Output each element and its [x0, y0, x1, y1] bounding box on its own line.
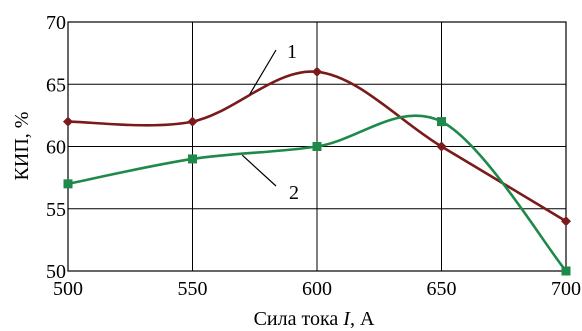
y-tick-label: 55 [46, 199, 66, 221]
data-point [437, 117, 446, 127]
y-tick-label: 60 [46, 137, 66, 159]
data-point [188, 154, 197, 164]
callout-label-2: 2 [289, 182, 299, 204]
callout-leader-1 [249, 49, 277, 95]
data-point [187, 116, 198, 127]
series-2 [63, 114, 571, 276]
x-tick-label: 700 [551, 278, 581, 300]
x-tick-label: 600 [302, 278, 332, 300]
series-1 [63, 66, 571, 227]
data-point [561, 216, 571, 227]
x-tick-label: 550 [178, 278, 208, 300]
y-tick-label: 65 [46, 74, 66, 96]
data-point [436, 141, 447, 152]
x-axis-title: Сила тока I, А [254, 308, 375, 330]
plot-frame [67, 21, 567, 272]
data-point [561, 266, 571, 276]
tick-layer: 500 550 600 650 700 50 55 60 65 70 [46, 12, 581, 300]
callout-layer: 12 [241, 41, 299, 204]
callout-label-1: 1 [287, 41, 297, 63]
y-tick-label: 70 [46, 12, 66, 34]
data-point [312, 66, 322, 77]
series-line-2 [67, 114, 567, 272]
x-tick-label: 500 [53, 278, 83, 300]
data-point [63, 116, 73, 127]
x-tick-label: 650 [427, 278, 457, 300]
grid [67, 21, 567, 272]
series-layer [63, 66, 571, 276]
y-axis-title: КИП, % [11, 112, 33, 181]
y-tick-label: 50 [46, 261, 66, 283]
callout-leader-2 [241, 154, 277, 187]
data-point [312, 142, 322, 151]
data-point [63, 179, 73, 189]
